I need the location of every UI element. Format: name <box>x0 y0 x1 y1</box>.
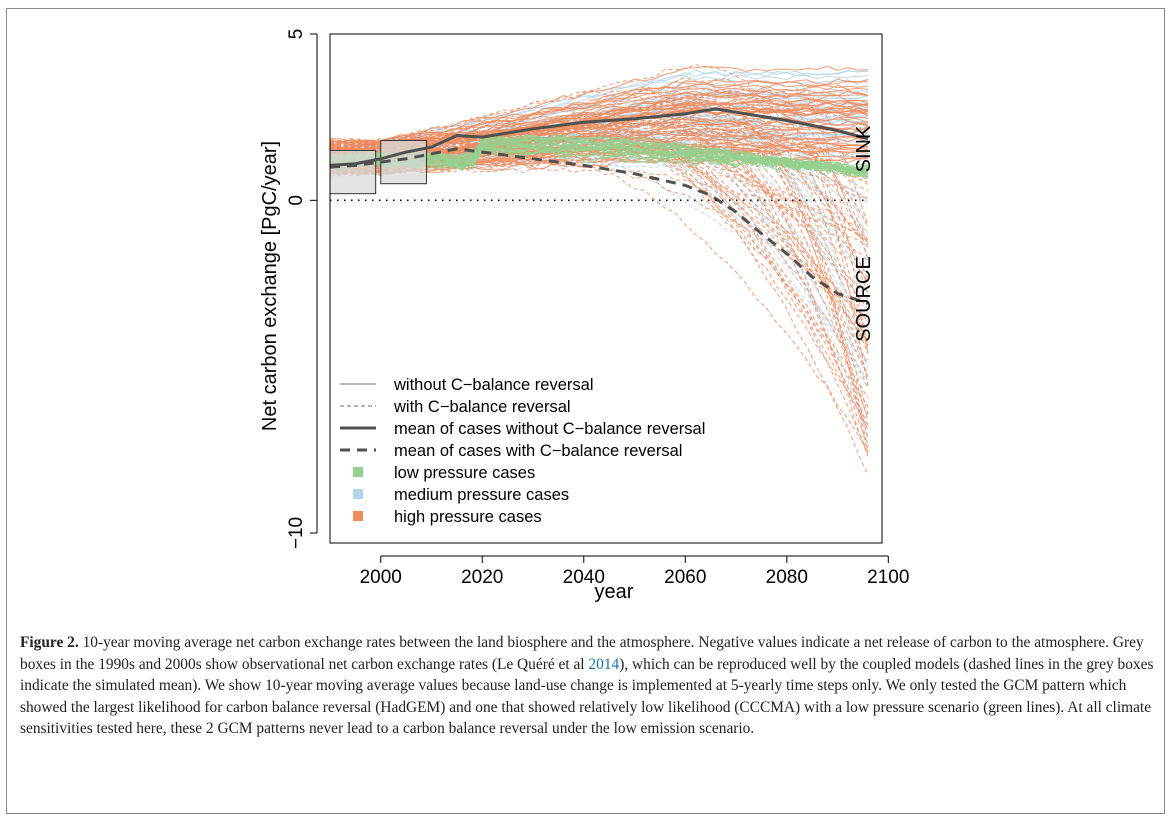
mean-line-without-reversal <box>329 107 869 167</box>
chart: 2000 2020 2040 2060 2080 2100 5 0 −10 year Net … <box>259 29 909 603</box>
ensemble-line <box>329 150 869 438</box>
ensemble-line <box>329 140 869 175</box>
observation-box-1990s <box>329 149 377 195</box>
y-tick-label: 5 <box>286 29 307 40</box>
ensemble-line <box>329 65 869 146</box>
plot-border <box>329 33 883 544</box>
legend-label: medium pressure cases <box>394 486 569 504</box>
ensemble-line <box>329 123 869 241</box>
caption-text-2: ), which can be reproduced well by the c… <box>20 655 1154 738</box>
legend: without C−balance reversal with C−balance… <box>340 376 705 526</box>
legend-label: without C−balance reversal <box>393 376 593 394</box>
ensemble-line <box>329 162 869 318</box>
caption-text-1: 10-year moving average net carbon exchan… <box>20 634 1144 673</box>
ensemble-line <box>329 102 869 415</box>
x-axis: 2000 2020 2040 2060 2080 2100 <box>360 555 909 588</box>
ensemble-line <box>329 162 869 279</box>
legend-label: high pressure cases <box>394 508 542 526</box>
ensemble-line <box>329 156 869 346</box>
citation-link[interactable]: 2014 <box>588 655 620 673</box>
x-tick-label: 2000 <box>360 567 402 588</box>
x-axis-label: year <box>595 581 634 603</box>
figure-frame <box>6 8 1165 814</box>
ensemble-line <box>329 87 869 227</box>
ensemble-line <box>329 116 869 353</box>
sink-label: SINK <box>853 125 875 172</box>
ensemble-line <box>329 123 869 180</box>
x-tick-label: 2060 <box>664 567 706 588</box>
mean-lines <box>329 107 869 305</box>
x-tick-label: 2040 <box>563 567 605 588</box>
legend-swatch <box>353 489 363 499</box>
y-axis: 5 0 −10 <box>286 29 318 549</box>
mean-line-with-reversal <box>329 147 869 305</box>
y-axis-label: Net carbon exchange [PgC/year] <box>259 141 281 431</box>
ensemble-line <box>329 89 869 185</box>
ensemble-line <box>329 167 869 238</box>
legend-label: mean of cases with C−balance reversal <box>394 442 682 460</box>
ensemble-line <box>329 78 869 148</box>
legend-label: mean of cases without C−balance reversal <box>394 420 705 438</box>
observation-boxes <box>329 139 427 195</box>
figure-caption: Figure 2. 10-year moving average net car… <box>20 632 1154 740</box>
x-tick-label: 2100 <box>867 567 909 588</box>
legend-label: with C−balance reversal <box>393 398 571 416</box>
y-tick-label: 0 <box>286 195 307 206</box>
ensemble-line <box>329 162 869 452</box>
source-label: SOURCE <box>853 256 875 342</box>
legend-swatch <box>353 467 363 477</box>
ensemble-line <box>329 63 869 245</box>
ensemble-line <box>329 86 869 153</box>
y-tick-label: −10 <box>286 517 307 549</box>
ensemble-line <box>329 145 869 476</box>
legend-swatch <box>353 511 363 521</box>
ensemble-line <box>329 144 869 174</box>
figure-label: Figure 2. <box>20 634 79 651</box>
ensemble-line <box>329 134 869 177</box>
x-tick-label: 2020 <box>461 567 503 588</box>
ensemble-line <box>329 76 869 286</box>
x-tick-label: 2080 <box>766 567 808 588</box>
legend-label: low pressure cases <box>394 464 535 482</box>
